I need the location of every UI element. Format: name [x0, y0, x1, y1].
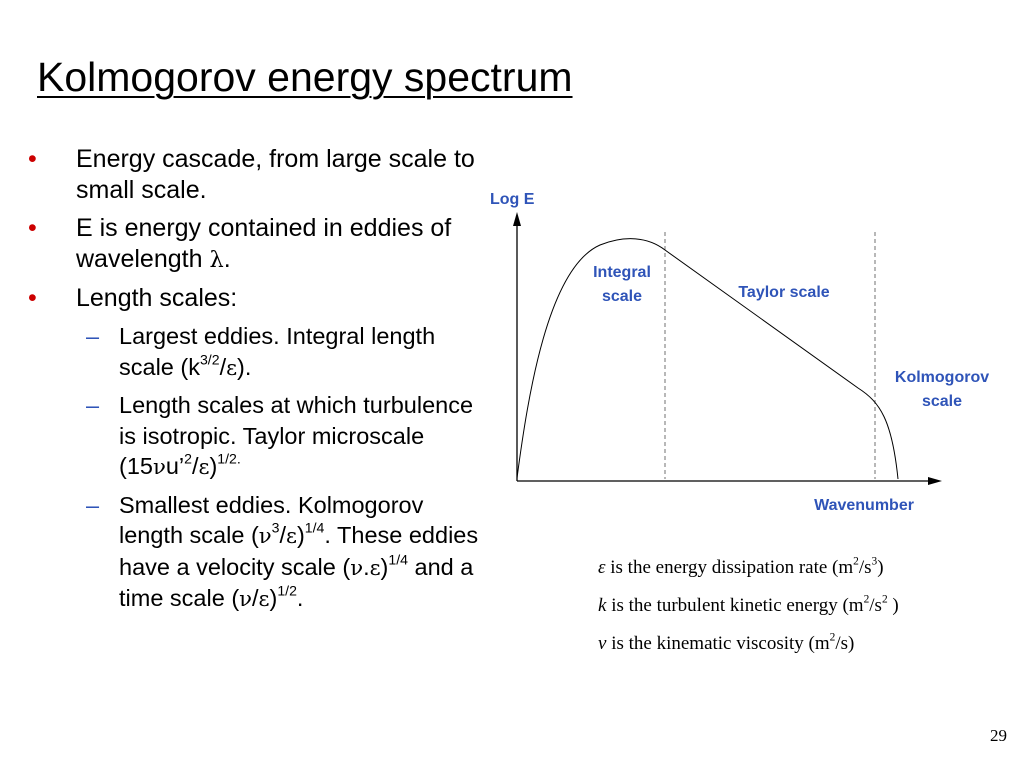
bullet-dot-icon: • [28, 284, 37, 312]
bullet-text: Energy cascade, from large scale to smal… [76, 145, 475, 204]
y-axis-label: Log E [490, 191, 535, 208]
taylor-scale-label: Taylor scale [738, 284, 829, 301]
bullet-item: • Energy cascade, from large scale to sm… [28, 144, 488, 206]
bullet-item: • E is energy contained in eddies of wav… [28, 213, 488, 276]
sub-bullet-item: – Smallest eddies. Kolmogorov length sca… [28, 490, 488, 615]
integral-scale-label-line2: scale [602, 288, 642, 305]
definition-epsilon: ε is the energy dissipation rate (m2/s3) [598, 555, 884, 578]
sub-bullet-item: – Largest eddies. Integral length scale … [28, 321, 488, 383]
energy-spectrum-curve [516, 238, 899, 480]
integral-scale-label: Integral [593, 264, 651, 281]
definition-nu: ν is the kinematic viscosity (m2/s) [598, 631, 855, 654]
sub-bullet-text: Smallest eddies. Kolmogorov length scale… [119, 491, 479, 612]
bullet-item: • Length scales: [28, 283, 488, 314]
bullet-dot-icon: • [28, 214, 37, 242]
sub-bullet-text: Largest eddies. Integral length scale (k… [119, 323, 436, 380]
slide-title: Kolmogorov energy spectrum [37, 54, 573, 100]
dash-icon: – [86, 491, 100, 518]
dash-icon: – [86, 392, 100, 418]
page-number: 29 [990, 726, 1007, 745]
y-axis-arrow-icon [513, 212, 521, 226]
bullet-dot-icon: • [28, 145, 37, 173]
bullet-list: • Energy cascade, from large scale to sm… [28, 144, 488, 622]
symbol-definitions: ε is the energy dissipation rate (m2/s3)… [598, 555, 899, 671]
bullet-text: E is energy contained in eddies of wavel… [76, 214, 452, 273]
sub-bullet-text: Length scales at which turbulence is iso… [119, 392, 474, 479]
bullet-text: Length scales: [76, 284, 238, 312]
x-axis-arrow-icon [928, 477, 942, 485]
dash-icon: – [86, 323, 100, 349]
kolmogorov-scale-label: Kolmogorov [895, 369, 989, 386]
kolmogorov-scale-label-line2: scale [922, 393, 962, 410]
x-axis-label: Wavenumber [814, 497, 914, 514]
sub-bullet-item: – Length scales at which turbulence is i… [28, 390, 488, 483]
definition-k: k is the turbulent kinetic energy (m2/s2… [598, 593, 899, 616]
